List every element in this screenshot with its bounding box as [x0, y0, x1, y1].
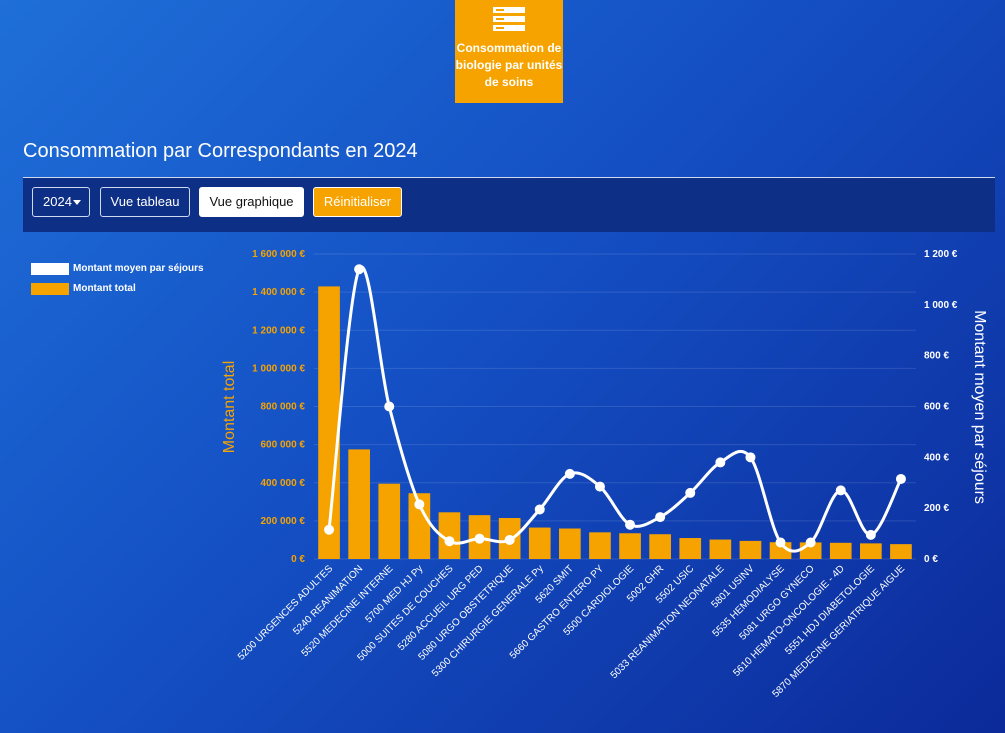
point-montant-moyen [594, 481, 605, 492]
x-category-label: 5610 HEMATO-ONCOLOGIE - 4D [731, 563, 847, 679]
y-right-tick-label: 400 € [924, 452, 949, 463]
y-right-tick-label: 1 000 € [924, 300, 958, 311]
y-right-tick-label: 200 € [924, 503, 949, 514]
y-left-tick-label: 1 000 000 € [252, 363, 305, 374]
x-category-label: 5300 CHIRURGIE GENERALE Py [430, 563, 546, 679]
year-select[interactable]: 2024 [32, 187, 90, 217]
point-montant-moyen [504, 534, 515, 545]
point-montant-moyen [805, 537, 816, 548]
y-right-tick-label: 600 € [924, 402, 949, 413]
legend-label-total: Montant total [73, 283, 136, 294]
biology-consumption-tile[interactable]: Consommation de biologie par unités de s… [455, 0, 563, 103]
y-left-tick-label: 200 000 € [261, 516, 306, 527]
point-montant-moyen [775, 537, 786, 548]
bar-montant-total [408, 493, 431, 559]
y-left-tick-label: 1 600 000 € [252, 249, 305, 260]
server-stack-icon [493, 7, 525, 31]
y-right-axis-title: Montant moyen par séjours [971, 310, 988, 504]
point-montant-moyen [474, 533, 485, 544]
point-montant-moyen [655, 512, 666, 523]
year-select-value: 2024 [43, 194, 72, 209]
legend-label-average: Montant moyen par séjours [73, 263, 204, 274]
table-view-button[interactable]: Vue tableau [100, 187, 190, 217]
point-montant-moyen [534, 504, 545, 515]
bar-montant-total [890, 544, 912, 559]
bar-montant-total [619, 533, 641, 559]
y-left-tick-label: 600 000 € [261, 440, 306, 451]
legend-swatch-total [31, 283, 69, 295]
bar-montant-total [528, 527, 551, 559]
point-montant-moyen [564, 468, 575, 479]
point-montant-moyen [685, 487, 696, 498]
y-left-tick-label: 800 000 € [261, 402, 306, 413]
point-montant-moyen [715, 457, 726, 468]
point-montant-moyen [324, 524, 335, 535]
bar-montant-total [709, 539, 732, 559]
y-right-tick-label: 1 200 € [924, 249, 958, 260]
bar-montant-total [318, 286, 340, 559]
bar-montant-total [860, 543, 882, 559]
point-montant-moyen [865, 529, 876, 540]
point-montant-moyen [625, 519, 636, 530]
point-montant-moyen [414, 499, 425, 510]
y-right-tick-label: 0 € [924, 554, 938, 565]
reset-button[interactable]: Réinitialiser [313, 187, 402, 217]
y-left-tick-label: 1 400 000 € [252, 287, 305, 298]
bar-montant-total [559, 528, 581, 559]
y-left-tick-label: 400 000 € [261, 478, 306, 489]
y-left-axis-title: Montant total [221, 361, 238, 454]
point-montant-moyen [835, 485, 846, 496]
legend-swatch-average [31, 263, 69, 275]
bar-montant-total [589, 532, 611, 559]
caret-down-icon [73, 200, 81, 205]
tile-label: Consommation de biologie par unités de s… [455, 41, 563, 89]
graph-view-button[interactable]: Vue graphique [199, 187, 304, 217]
y-right-tick-label: 800 € [924, 351, 949, 362]
bar-montant-total [739, 540, 762, 559]
title-divider [23, 177, 995, 178]
point-montant-moyen [895, 473, 906, 484]
y-left-tick-label: 1 200 000 € [252, 325, 305, 336]
bar-montant-total [829, 542, 852, 559]
bar-montant-total [438, 512, 461, 559]
point-montant-moyen [354, 264, 365, 275]
bar-montant-total [649, 534, 671, 559]
toolbar: 2024 Vue tableau Vue graphique Réinitial… [23, 178, 995, 232]
point-montant-moyen [384, 401, 395, 412]
bar-montant-total [348, 449, 370, 559]
point-montant-moyen [745, 452, 756, 463]
bar-montant-total [679, 538, 702, 559]
y-left-tick-label: 0 € [291, 554, 305, 565]
point-montant-moyen [444, 536, 455, 547]
page-title: Consommation par Correspondants en 2024 [23, 140, 418, 162]
bar-montant-total [378, 483, 401, 559]
